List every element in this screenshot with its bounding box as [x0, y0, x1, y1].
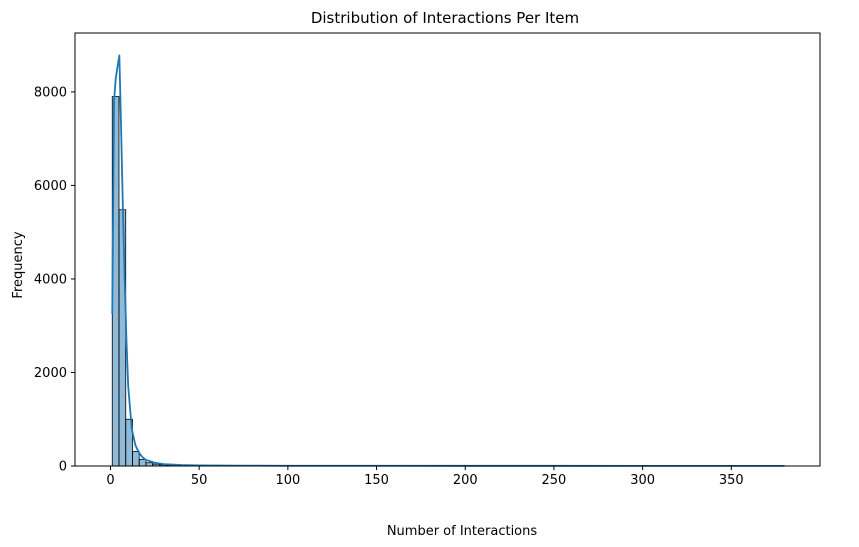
y-axis-label: Frequency [11, 231, 26, 298]
x-tick-label: 50 [191, 473, 208, 488]
x-tick-label: 100 [275, 473, 300, 488]
histogram-bar [132, 451, 140, 467]
x-tick-label: 200 [453, 473, 478, 488]
x-tick-label: 300 [630, 473, 655, 488]
y-tick-label: 0 [59, 460, 67, 475]
histogram-bar [138, 459, 147, 467]
chart-title: Distribution of Interactions Per Item [311, 9, 579, 27]
x-tick-label: 0 [106, 473, 114, 488]
x-axis-label: Number of Interactions [387, 524, 538, 539]
plot-frame [74, 32, 821, 467]
y-tick-label: 6000 [34, 179, 67, 194]
x-tick-label: 350 [719, 473, 744, 488]
x-tick-label: 150 [364, 473, 389, 488]
x-axis-ticks: 0 50 100 150 200 250 300 350 [106, 466, 744, 488]
x-tick-label: 250 [542, 473, 567, 488]
y-tick-label: 2000 [34, 366, 67, 381]
y-tick-label: 4000 [34, 272, 67, 287]
y-axis-ticks: 0 2000 4000 6000 8000 [34, 85, 75, 475]
y-tick-label: 8000 [34, 85, 67, 100]
